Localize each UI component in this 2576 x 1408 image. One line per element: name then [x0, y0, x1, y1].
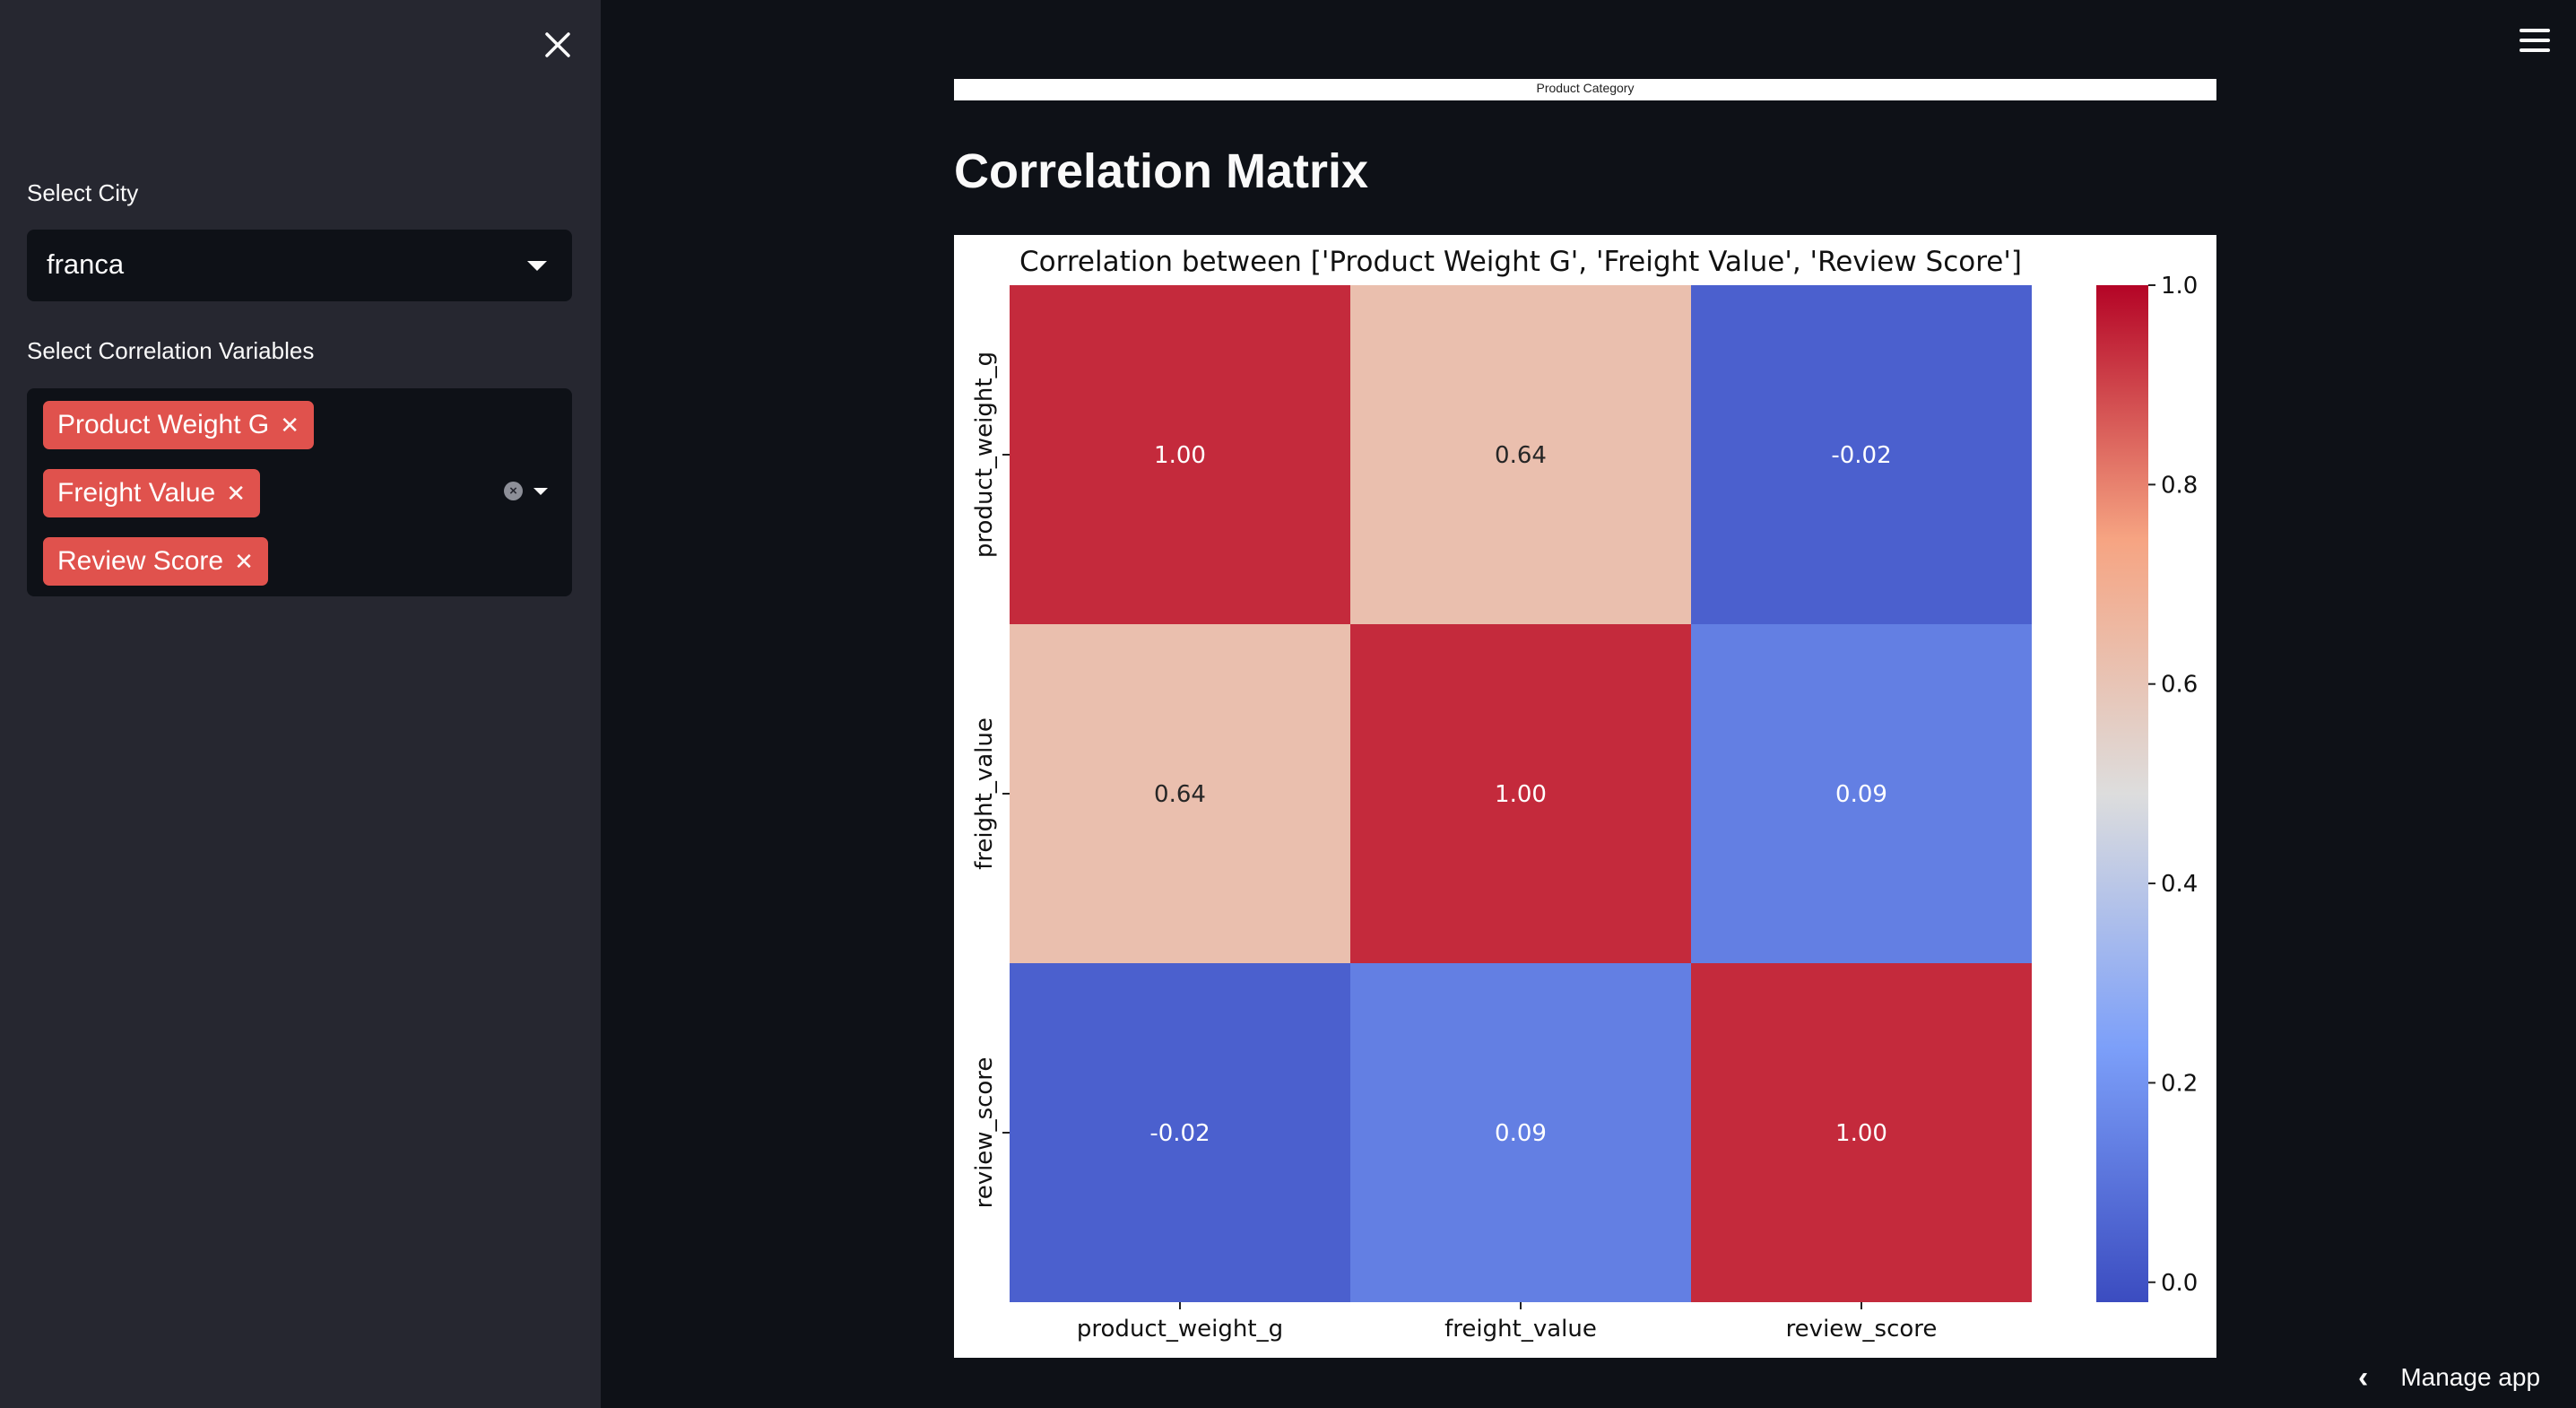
colorbar — [2096, 285, 2148, 1302]
correlation-variables-label: Select Correlation Variables — [27, 337, 315, 364]
heatmap-cell — [1350, 624, 1691, 963]
close-icon — [545, 32, 570, 57]
select-city-label: Select City — [27, 179, 139, 206]
colorbar-tick-label: 0.6 — [2161, 672, 2198, 699]
clear-icon[interactable]: × — [504, 482, 523, 500]
correlation-variables-multiselect[interactable]: Product Weight G ✕ Freight Value ✕ Revie… — [27, 388, 572, 596]
previous-chart-strip: Product Category — [954, 79, 2216, 100]
page-title: Correlation Matrix — [954, 144, 1369, 198]
tag-review-score: Review Score ✕ — [43, 537, 268, 586]
remove-tag-icon[interactable]: ✕ — [234, 548, 254, 575]
sidebar: Select City franca Select Correlation Va… — [0, 0, 601, 1408]
cell-value-label: 0.64 — [1495, 442, 1547, 469]
chevron-down-icon[interactable] — [527, 261, 547, 271]
tag-freight-value: Freight Value ✕ — [43, 469, 261, 517]
cell-value-label: 0.09 — [1835, 781, 1887, 808]
heatmap-cell — [1010, 963, 1350, 1302]
manage-app-label: Manage app — [2400, 1363, 2541, 1391]
colorbar-tick-label: 0.2 — [2161, 1070, 2198, 1097]
remove-tag-icon[interactable]: ✕ — [280, 412, 300, 439]
colorbar-tick-label: 0.0 — [2161, 1270, 2198, 1297]
heatmap-svg: Correlation between ['Product Weight G',… — [971, 246, 2198, 1343]
heatmap-cell — [1691, 285, 2032, 624]
heatmap-cell — [1010, 624, 1350, 963]
menu-icon[interactable] — [2520, 29, 2550, 52]
tag-label: Review Score — [57, 546, 224, 576]
cell-value-label: 1.00 — [1154, 442, 1206, 469]
city-select[interactable]: franca — [27, 230, 572, 301]
colorbar-tick-label: 1.0 — [2161, 273, 2198, 300]
colorbar-tick-label: 0.8 — [2161, 472, 2198, 499]
heatmap-cell — [1350, 963, 1691, 1302]
heatmap-cell — [1691, 624, 2032, 963]
x-tick-label: product_weight_g — [1077, 1316, 1283, 1343]
chart-title: Correlation between ['Product Weight G',… — [1019, 246, 2022, 278]
heatmap-cell — [1010, 285, 1350, 624]
colorbar-tick-label: 0.4 — [2161, 871, 2198, 898]
chevron-down-icon[interactable] — [533, 488, 548, 495]
heatmap-cell — [1350, 285, 1691, 624]
cell-value-label: -0.02 — [1831, 442, 1891, 469]
heatmap-cell — [1691, 963, 2032, 1302]
tag-product-weight: Product Weight G ✕ — [43, 401, 315, 449]
remove-tag-icon[interactable]: ✕ — [226, 480, 247, 507]
tag-label: Product Weight G — [57, 410, 270, 439]
x-tick-label: review_score — [1786, 1316, 1938, 1343]
manage-app-button[interactable]: ‹ Manage app — [2358, 1354, 2540, 1401]
cell-value-label: 0.64 — [1154, 781, 1206, 808]
y-tick-label: product_weight_g — [971, 352, 998, 558]
cell-value-label: 1.00 — [1835, 1120, 1887, 1147]
cell-value-label: 1.00 — [1495, 781, 1547, 808]
chevron-left-icon: ‹ — [2358, 1360, 2369, 1395]
cell-value-label: -0.02 — [1149, 1120, 1210, 1147]
tag-label: Freight Value — [57, 478, 216, 508]
x-tick-label: freight_value — [1444, 1316, 1597, 1343]
city-select-value: franca — [47, 248, 125, 280]
y-tick-label: freight_value — [971, 717, 998, 870]
cell-value-label: 0.09 — [1495, 1120, 1547, 1147]
close-sidebar-button[interactable] — [538, 25, 577, 65]
correlation-chart: Correlation between ['Product Weight G',… — [954, 235, 2216, 1358]
y-tick-label: review_score — [971, 1057, 998, 1209]
previous-chart-xlabel: Product Category — [1536, 81, 1635, 95]
